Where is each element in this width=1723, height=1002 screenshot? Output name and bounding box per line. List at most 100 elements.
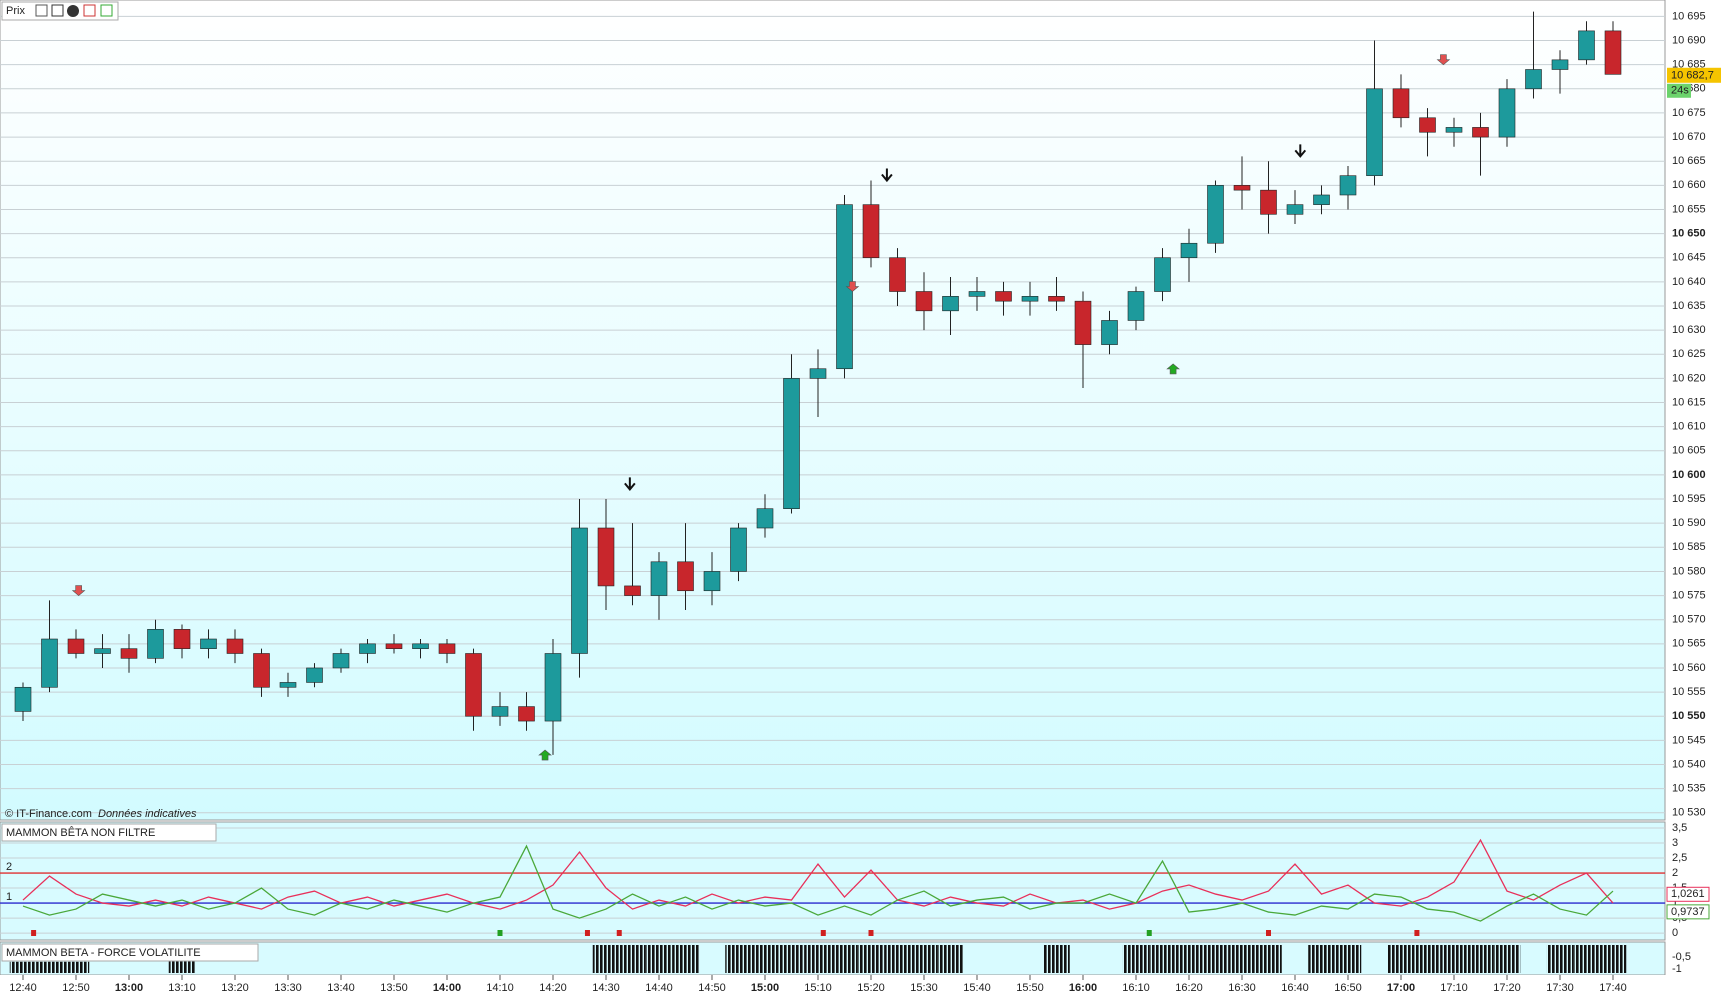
candle-body [226, 638, 244, 654]
candle-body [1472, 127, 1489, 138]
y-tick-label: 10 605 [1672, 445, 1706, 457]
y-tick-label: 3,5 [1672, 822, 1687, 834]
x-tick-label: 15:30 [910, 982, 938, 994]
candle-body [332, 653, 350, 669]
signal-marker [1146, 930, 1152, 936]
volatility-bar [672, 945, 699, 973]
signal-arrow [1436, 54, 1451, 66]
indicator-header [1, 823, 217, 842]
candle-body [412, 643, 429, 649]
candle-body [1551, 59, 1569, 70]
signal-marker [820, 930, 826, 936]
candle-body [1074, 300, 1092, 345]
candle-body [597, 527, 615, 587]
candle-body [67, 638, 85, 654]
y-tick-label: 3 [1672, 837, 1678, 849]
y-tick-label: 10 620 [1672, 372, 1706, 384]
x-tick-label: 13:30 [274, 982, 302, 994]
volatility-bar [751, 945, 779, 973]
candle-body [809, 368, 827, 379]
y-tick-label: -0,5 [1672, 951, 1691, 963]
timer-tag [1667, 83, 1691, 98]
x-tick-label: 15:50 [1016, 982, 1044, 994]
signal-marker [616, 930, 622, 936]
y-tick-label: 10 580 [1672, 565, 1706, 577]
volatility-bar [1149, 945, 1176, 973]
x-tick-label: 14:00 [433, 982, 461, 994]
volatility-bar [62, 961, 90, 973]
candle-body [147, 629, 164, 659]
signal-marker [584, 930, 590, 936]
y-tick-label: 10 600 [1672, 469, 1706, 481]
y-tick-label: -1 [1672, 963, 1682, 975]
volatility-bar [1308, 945, 1335, 973]
volatility-bar [36, 961, 63, 973]
x-tick-label: 14:10 [486, 982, 514, 994]
y-tick-label: 10 585 [1672, 541, 1706, 553]
candle-body [1127, 291, 1145, 321]
note: Données indicatives [98, 808, 197, 820]
panel-title: Prix [6, 5, 25, 17]
volatility-bar [778, 945, 805, 973]
candle-body [1578, 30, 1595, 61]
y-tick-label: 10 655 [1672, 203, 1706, 215]
y-tick-label: 10 615 [1672, 396, 1706, 408]
y-tick-label: 10 650 [1672, 228, 1706, 240]
volatility-bar [910, 945, 938, 973]
candle-body [200, 638, 217, 649]
y-tick-label: 10 640 [1672, 276, 1706, 288]
volatility-bar [9, 961, 37, 973]
y-tick-label: 10 530 [1672, 807, 1706, 819]
x-tick-label: 14:20 [539, 982, 567, 994]
x-tick-label: 15:10 [804, 982, 832, 994]
x-tick-label: 12:50 [62, 982, 90, 994]
volatility-bar [1175, 945, 1203, 973]
volatility-bar [1387, 945, 1415, 973]
x-tick-label: 17:00 [1387, 982, 1415, 994]
price-panel [0, 0, 1666, 821]
candle-body [1048, 296, 1065, 302]
candle-body [1419, 117, 1436, 133]
y-tick-label: 10 690 [1672, 34, 1706, 46]
x-tick-label: 16:50 [1334, 982, 1362, 994]
candle-body [1604, 30, 1622, 75]
candle-body [306, 667, 323, 683]
volatility-bar [1467, 945, 1494, 973]
x-tick-label: 16:00 [1069, 982, 1097, 994]
volatility-bar [619, 945, 646, 973]
volatility-bar [1493, 945, 1521, 973]
volatility-bar [1334, 945, 1362, 973]
candle-body [1445, 127, 1463, 133]
x-tick-label: 13:50 [380, 982, 408, 994]
candle-body [1233, 185, 1251, 191]
candle-body [1313, 194, 1330, 205]
x-tick-label: 14:30 [592, 982, 620, 994]
volatility-bar [1043, 945, 1070, 973]
header-icons[interactable] [35, 4, 113, 17]
y-tick-label: 10 560 [1672, 662, 1706, 674]
level-label: 1 [6, 891, 12, 903]
signal-marker [31, 930, 37, 936]
candle-body [279, 682, 297, 688]
source: © IT-Finance.com [5, 808, 92, 820]
price-tag [1667, 67, 1721, 83]
volatility-bar [592, 945, 620, 973]
y-tick-label: 10 575 [1672, 589, 1706, 601]
y-tick-label: 10 570 [1672, 614, 1706, 626]
candle-body [41, 638, 58, 688]
x-tick-label: 13:10 [168, 982, 196, 994]
y-tick-label: 2 [1672, 867, 1678, 879]
x-tick-label: 14:50 [698, 982, 726, 994]
x-tick-label: 15:40 [963, 982, 991, 994]
y-tick-label: 10 545 [1672, 734, 1706, 746]
x-tick-label: 13:00 [115, 982, 143, 994]
indicator-line [22, 838, 1614, 910]
volatility-bar [804, 945, 832, 973]
y-tick-label: 10 550 [1672, 710, 1706, 722]
x-tick-label: 17:10 [1440, 982, 1468, 994]
y-tick-label: 10 630 [1672, 324, 1706, 336]
x-tick-label: 12:40 [9, 982, 37, 994]
volatility-bar [1414, 945, 1441, 973]
signal-arrow [1166, 363, 1180, 375]
y-tick-label: 10 595 [1672, 493, 1706, 505]
